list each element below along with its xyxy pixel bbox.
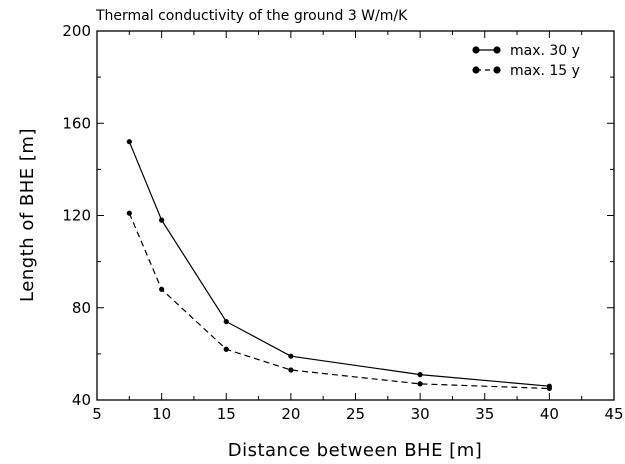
x-tick-label: 45 bbox=[604, 405, 623, 423]
legend-label: max. 30 y bbox=[510, 43, 580, 59]
data-point bbox=[126, 210, 132, 216]
x-tick-label: 40 bbox=[540, 405, 559, 423]
legend-marker bbox=[493, 46, 501, 54]
y-tick-label: 160 bbox=[62, 114, 91, 132]
y-tick-label: 200 bbox=[62, 22, 91, 40]
y-tick-label: 40 bbox=[72, 391, 91, 409]
data-point bbox=[546, 385, 552, 392]
data-point bbox=[223, 318, 229, 325]
x-tick-label: 20 bbox=[281, 405, 300, 423]
x-tick-label: 30 bbox=[411, 405, 430, 423]
x-tick-label: 15 bbox=[217, 405, 236, 423]
x-axis-title: Distance between BHE [m] bbox=[228, 440, 483, 461]
series-line bbox=[128, 212, 550, 390]
data-point bbox=[417, 381, 423, 387]
x-tick-label: 25 bbox=[346, 405, 365, 423]
x-tick-label: 10 bbox=[152, 405, 171, 423]
plot-frame bbox=[96, 30, 615, 401]
legend: max. 30 y max. 15 y bbox=[472, 43, 580, 79]
series-2 bbox=[126, 210, 552, 392]
series-line bbox=[128, 141, 550, 387]
legend-marker bbox=[472, 46, 480, 54]
axes: 5 10 15 20 25 30 35 40 45 40 80 120 160 200 bbox=[62, 22, 623, 423]
data-point bbox=[417, 372, 423, 378]
x-tick-label: 5 bbox=[92, 405, 102, 423]
chart-title: Thermal conductivity of the ground 3 W/m… bbox=[95, 8, 408, 24]
data-point bbox=[288, 367, 294, 373]
legend-marker bbox=[472, 66, 480, 74]
data-point bbox=[126, 139, 132, 145]
data-point bbox=[223, 346, 229, 352]
legend-label: max. 15 y bbox=[510, 63, 580, 79]
y-tick-label: 80 bbox=[72, 299, 91, 317]
data-point bbox=[159, 217, 165, 223]
data-point bbox=[159, 286, 165, 292]
y-tick-label: 120 bbox=[62, 207, 91, 225]
legend-marker bbox=[493, 66, 501, 74]
y-axis-title: Length of BHE [m] bbox=[17, 128, 38, 302]
x-tick-label: 35 bbox=[475, 405, 494, 423]
data-point bbox=[288, 353, 294, 359]
series-1 bbox=[126, 139, 552, 389]
series-layer bbox=[126, 139, 552, 392]
